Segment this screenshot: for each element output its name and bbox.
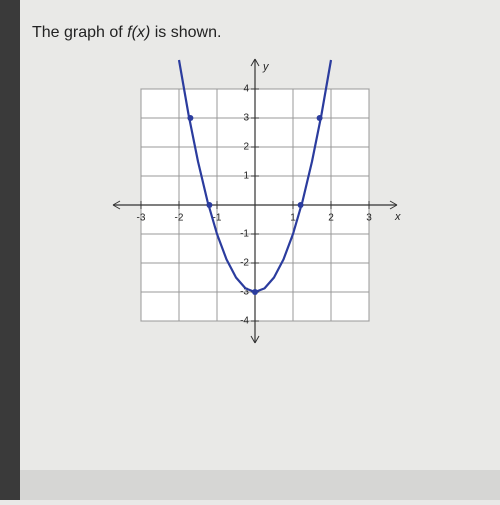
x-tick-label: 3 [366, 213, 372, 224]
x-axis-label: x [394, 211, 401, 223]
y-tick-label: -1 [240, 229, 249, 240]
point [252, 289, 258, 295]
y-tick-label: 2 [243, 142, 249, 153]
y-tick-label: 3 [243, 113, 249, 124]
arrow [112, 58, 398, 344]
plot: -3 -2 -1 1 2 3 -4 -3 -2 -1 1 2 3 4 x y [112, 58, 401, 344]
point [316, 115, 323, 121]
x-tick-label: 2 [328, 213, 334, 224]
y-tick-label: 4 [243, 84, 249, 95]
y-axis-label: y [262, 61, 270, 73]
x-tick-label: -1 [213, 213, 222, 224]
point [206, 202, 213, 208]
bottom-bar [20, 470, 500, 500]
x-tick-label: 1 [290, 213, 296, 224]
point [297, 202, 304, 208]
y-tick-label: -3 [240, 287, 249, 298]
x-tick-label: -2 [175, 213, 184, 224]
left-bezel [0, 0, 20, 500]
question: The graph of f(x) is shown. [32, 24, 221, 41]
y-tick-label: 1 [243, 171, 249, 182]
y-tick-label: -2 [240, 258, 249, 269]
point [187, 115, 194, 121]
question-prefix: The graph of [32, 24, 127, 41]
x-tick-label: -3 [137, 213, 146, 224]
question-function: f(x) [127, 24, 150, 41]
question-suffix: is shown. [150, 24, 221, 41]
y-tick-label: -4 [240, 316, 249, 327]
